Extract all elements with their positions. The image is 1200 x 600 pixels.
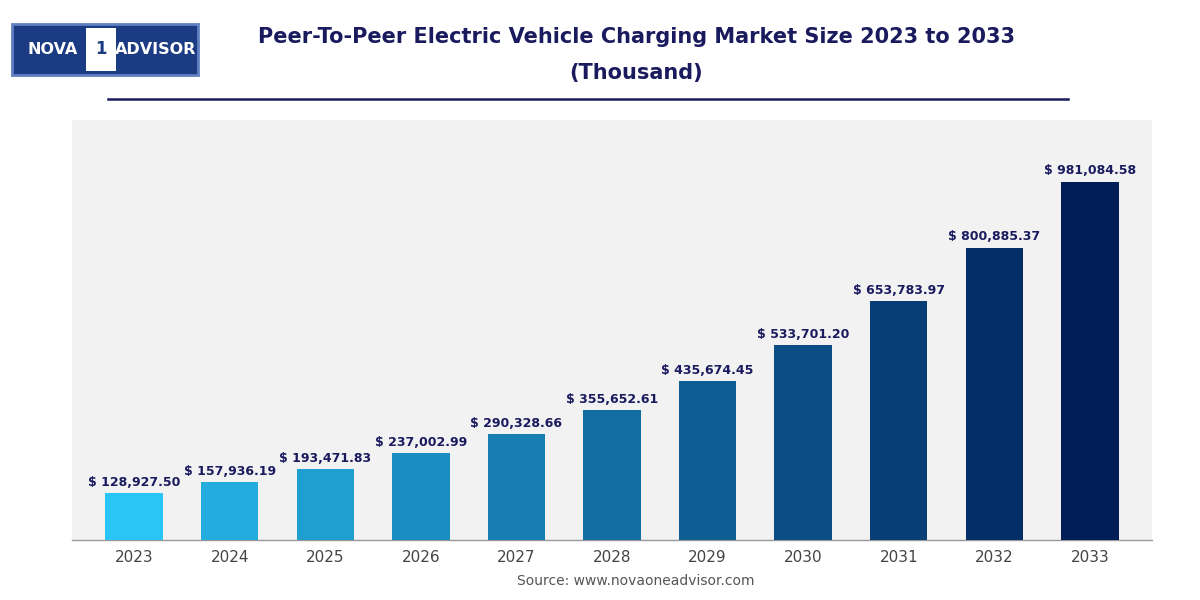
Text: Source: www.novaoneadvisor.com: Source: www.novaoneadvisor.com bbox=[517, 574, 755, 588]
Text: NOVA: NOVA bbox=[28, 42, 78, 57]
Text: (Thousand): (Thousand) bbox=[569, 63, 703, 83]
Text: $ 157,936.19: $ 157,936.19 bbox=[184, 465, 276, 478]
Text: $ 653,783.97: $ 653,783.97 bbox=[853, 284, 944, 297]
Text: $ 435,674.45: $ 435,674.45 bbox=[661, 364, 754, 377]
Text: $ 981,084.58: $ 981,084.58 bbox=[1044, 164, 1136, 178]
Text: Peer-To-Peer Electric Vehicle Charging Market Size 2023 to 2033: Peer-To-Peer Electric Vehicle Charging M… bbox=[258, 27, 1014, 47]
Text: $ 290,328.66: $ 290,328.66 bbox=[470, 416, 563, 430]
Bar bbox=[774, 345, 832, 540]
Text: $ 128,927.50: $ 128,927.50 bbox=[88, 476, 180, 488]
Text: $ 193,471.83: $ 193,471.83 bbox=[280, 452, 371, 465]
Text: $ 800,885.37: $ 800,885.37 bbox=[948, 230, 1040, 243]
Bar bbox=[870, 301, 928, 540]
Bar bbox=[296, 469, 354, 540]
Bar bbox=[583, 410, 641, 540]
FancyBboxPatch shape bbox=[12, 24, 198, 75]
Bar bbox=[392, 454, 450, 540]
Text: 1: 1 bbox=[96, 40, 107, 58]
Bar bbox=[202, 482, 258, 540]
Bar bbox=[1061, 182, 1118, 540]
Text: ADVISOR: ADVISOR bbox=[114, 42, 196, 57]
Bar bbox=[106, 493, 163, 540]
Bar bbox=[679, 381, 737, 540]
FancyBboxPatch shape bbox=[86, 28, 116, 71]
Bar bbox=[487, 434, 545, 540]
Bar bbox=[966, 248, 1022, 540]
Text: $ 237,002.99: $ 237,002.99 bbox=[374, 436, 467, 449]
Text: $ 355,652.61: $ 355,652.61 bbox=[566, 393, 658, 406]
Text: $ 533,701.20: $ 533,701.20 bbox=[757, 328, 850, 341]
